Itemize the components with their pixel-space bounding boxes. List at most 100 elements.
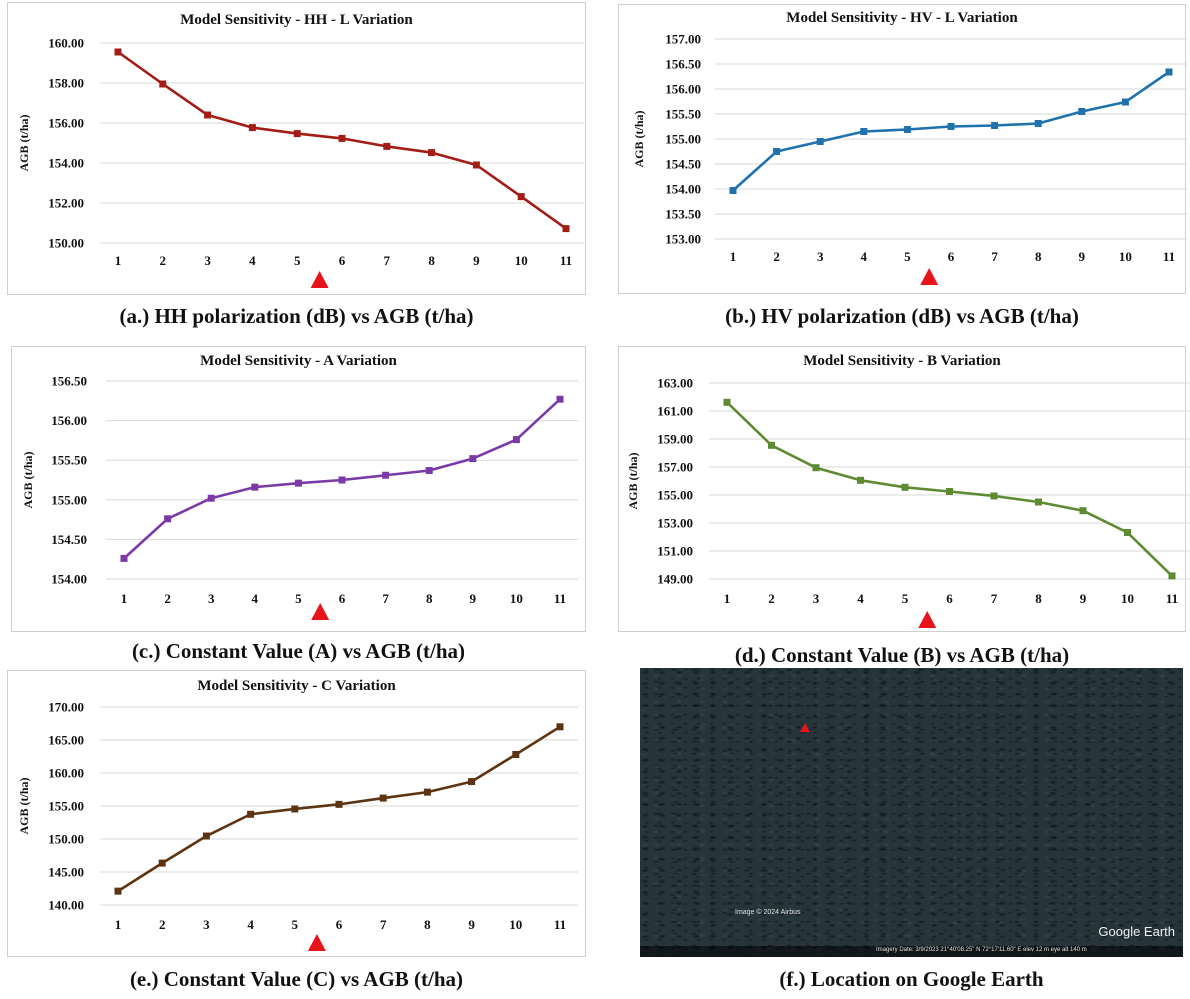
data-point [562,225,570,233]
chart-panel-c: Model Sensitivity - C Variation 140.00 14… [7,670,586,957]
x-tick-label: 5 [292,917,299,932]
data-point [1124,529,1131,537]
figure-caption: (b.) HV polarization (dB) vs AGB (t/ha) [725,304,1079,328]
data-point [812,464,820,472]
x-tick-label: 5 [295,591,302,606]
data-point [468,778,476,786]
data-point [338,134,346,142]
y-axis-label: AGB (t/ha) [21,451,35,508]
chart-title: Model Sensitivity - B Variation [803,353,1001,369]
x-tick-label: 8 [1035,591,1042,606]
y-tick-label: 154.00 [665,182,701,197]
x-tick-label: 7 [991,591,998,606]
imagery-footer-text: Imagery Date: 3/9/2023 21°40'08.25" N 72… [876,947,1087,953]
x-tick-label: 11 [1166,591,1178,606]
x-tick-label: 4 [247,917,254,932]
data-point [946,488,953,495]
y-tick-label: 154.50 [51,532,87,547]
data-point [1035,498,1042,506]
x-tick-label: 3 [208,591,215,606]
x-tick-label: 8 [424,917,431,932]
y-tick-label: 155.00 [51,492,87,507]
y-tick-label: 140.00 [48,898,84,913]
y-tick-label: 153.50 [665,207,701,222]
x-tick-label: 5 [902,591,909,606]
data-point [469,455,477,463]
x-tick-label: 1 [121,591,128,606]
data-point [338,476,346,484]
figure-caption: (e.) Constant Value (C) vs AGB (t/ha) [129,967,464,991]
data-point [512,751,520,759]
data-point [860,128,868,135]
x-tick-label: 3 [204,253,211,268]
y-tick-label: 155.00 [665,132,701,147]
chart-svg: 140.00 145.00 150.00 155.00 160.00 165.00 170.… [17,700,578,951]
x-tick-label: 6 [339,591,346,606]
y-tick-label: 150.00 [48,236,84,251]
y-tick-label: 160.00 [48,766,84,781]
y-axis-label: AGB (t/ha) [17,777,31,834]
data-point [857,476,864,484]
data-point [291,805,299,813]
y-tick-label: 155.50 [51,453,87,468]
y-axis-label: AGB (t/ha) [17,114,31,171]
data-point [729,187,737,194]
y-tick-label: 156.00 [665,82,701,97]
x-tick-label: 11 [554,591,566,606]
x-tick-label: 6 [946,591,953,606]
x-tick-label: 11 [1163,249,1175,264]
x-tick-label: 4 [252,591,259,606]
chart-svg: 149.00 151.00 153.00 155.00 157.00 159.00 161.… [626,376,1190,628]
y-tick-label: 155.00 [657,488,693,503]
data-point [472,161,480,169]
y-tick-label: 152.00 [48,196,84,211]
data-point [1034,120,1042,127]
data-point [423,788,431,796]
y-tick-label: 161.00 [657,404,693,419]
y-tick-label: 158.00 [48,76,84,91]
y-tick-label: 154.00 [51,572,87,587]
y-tick-label: 159.00 [657,432,693,447]
data-point [248,124,256,132]
y-axis-label: AGB (t/ha) [632,110,646,167]
y-tick-label: 150.00 [48,832,84,847]
y-tick-label: 151.00 [657,544,693,559]
x-tick-label: 3 [817,249,824,264]
data-point [723,398,731,406]
x-tick-label: 10 [1119,249,1132,264]
x-tick-label: 2 [159,917,166,932]
x-tick-label: 7 [991,249,998,264]
y-tick-label: 156.50 [51,374,87,389]
y-tick-label: 170.00 [48,700,84,715]
data-point [1079,507,1087,515]
x-tick-label: 1 [730,249,737,264]
reference-triangle-icon [310,271,329,288]
satellite-image: Image © 2024 Airbus Google Earth Imagery… [640,668,1183,957]
x-tick-label: 9 [1079,249,1086,264]
x-tick-label: 9 [470,591,477,606]
chart-svg: 154.00 154.50 155.00 155.50 156.00 156.50 AGB … [21,374,578,620]
y-tick-label: 154.50 [665,157,701,172]
x-tick-label: 8 [428,253,435,268]
imagery-footer: Imagery Date: 3/9/2023 21°40'08.25" N 72… [640,946,1183,957]
x-tick-label: 4 [861,249,868,264]
data-point [517,193,525,201]
figure-caption: (a.) HH polarization (dB) vs AGB (t/ha) [119,304,474,328]
x-tick-label: 1 [115,917,122,932]
reference-triangle-icon [918,611,937,628]
y-tick-label: 160.00 [48,36,84,51]
imagery-credit: Image © 2024 Airbus [735,909,801,916]
data-point [773,148,781,155]
chart-panel-b: Model Sensitivity - B Variation 149.00 15… [618,346,1190,632]
series-line [117,725,561,893]
data-point [251,483,259,491]
figure-caption: (d.) Constant Value (B) vs AGB (t/ha) [734,643,1070,667]
data-point [114,887,122,895]
x-tick-label: 6 [948,249,955,264]
y-tick-label: 163.00 [657,376,693,391]
x-tick-label: 1 [115,253,122,268]
data-point [768,441,775,449]
y-tick-label: 149.00 [657,572,693,587]
data-point [382,471,390,479]
data-point [1121,98,1129,106]
